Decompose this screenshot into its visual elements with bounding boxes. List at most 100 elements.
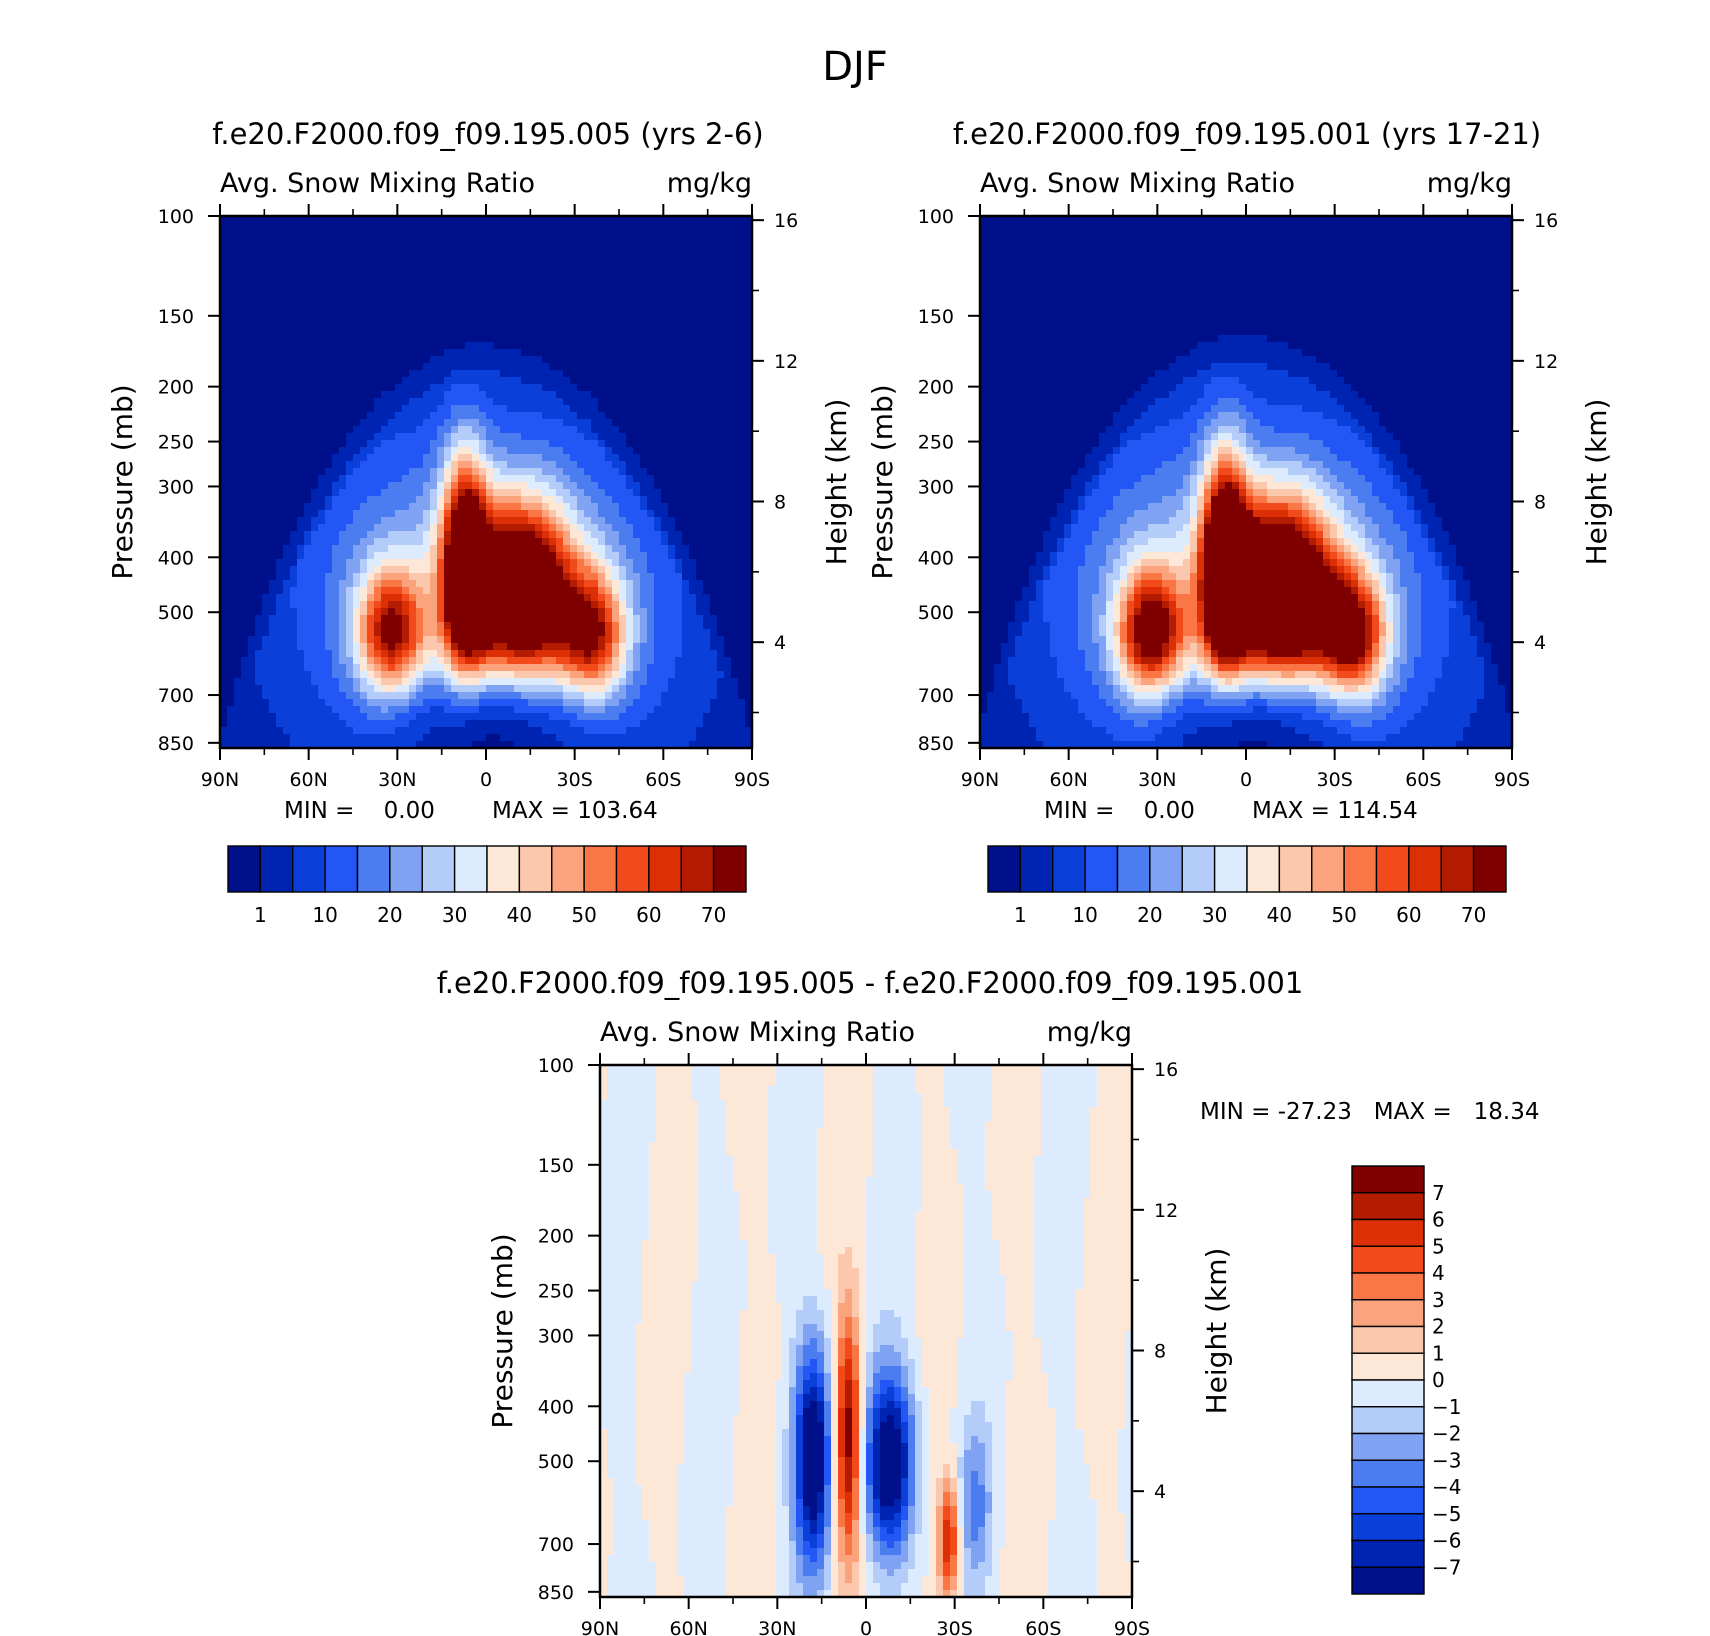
field-cell	[717, 650, 725, 658]
field-cell	[584, 433, 592, 441]
field-cell	[255, 636, 263, 644]
field-cell	[360, 517, 368, 525]
field-cell	[647, 321, 655, 329]
field-cell	[563, 377, 571, 385]
field-cell	[416, 636, 424, 644]
field-cell	[563, 300, 571, 308]
field-cell	[346, 587, 354, 595]
field-cell	[297, 461, 305, 469]
field-cell	[640, 657, 648, 665]
field-cell	[619, 398, 627, 406]
field-cell	[269, 671, 277, 679]
field-cell	[381, 223, 389, 231]
field-cell	[402, 538, 410, 546]
field-cell	[437, 594, 445, 602]
field-cell	[535, 377, 543, 385]
field-cell	[325, 314, 333, 322]
field-cell	[444, 601, 452, 609]
field-cell	[262, 251, 270, 259]
field-cell	[227, 587, 235, 595]
field-cell	[360, 531, 368, 539]
field-cell	[696, 356, 704, 364]
field-cell	[325, 489, 333, 497]
field-cell	[661, 237, 669, 245]
field-cell	[612, 664, 620, 672]
field-cell	[451, 657, 459, 665]
field-cell	[514, 412, 522, 420]
field-cell	[717, 559, 725, 567]
field-cell	[402, 573, 410, 581]
field-cell	[416, 517, 424, 525]
field-cell	[598, 335, 606, 343]
field-cell	[584, 566, 592, 574]
field-cell	[563, 636, 571, 644]
field-cell	[493, 265, 501, 273]
field-cell	[262, 545, 270, 553]
field-cell	[255, 300, 263, 308]
field-cell	[374, 251, 382, 259]
field-cell	[458, 664, 466, 672]
field-cell	[325, 286, 333, 294]
field-cell	[626, 419, 634, 427]
field-cell	[444, 566, 452, 574]
field-cell	[423, 349, 431, 357]
field-cell	[528, 335, 536, 343]
field-cell	[521, 468, 529, 476]
field-cell	[444, 643, 452, 651]
field-cell	[738, 335, 746, 343]
field-cell	[465, 419, 473, 427]
field-cell	[514, 258, 522, 266]
field-cell	[290, 615, 298, 623]
field-cell	[311, 293, 319, 301]
field-cell	[332, 580, 340, 588]
field-cell	[381, 650, 389, 658]
field-cell	[640, 552, 648, 560]
field-cell	[360, 349, 368, 357]
field-cell	[360, 419, 368, 427]
field-cell	[598, 545, 606, 553]
field-cell	[689, 321, 697, 329]
field-cell	[570, 475, 578, 483]
field-cell	[332, 356, 340, 364]
field-cell	[619, 608, 627, 616]
field-cell	[703, 307, 711, 315]
field-cell	[227, 370, 235, 378]
field-cell	[472, 363, 480, 371]
field-cell	[514, 328, 522, 336]
field-cell	[605, 587, 613, 595]
field-cell	[283, 573, 291, 581]
field-cell	[465, 237, 473, 245]
field-cell	[451, 482, 459, 490]
field-cell	[318, 349, 326, 357]
field-cell	[304, 349, 312, 357]
field-cell	[276, 601, 284, 609]
field-cell	[269, 510, 277, 518]
field-cell	[528, 447, 536, 455]
field-cell	[395, 272, 403, 280]
field-cell	[570, 328, 578, 336]
field-cell	[556, 615, 564, 623]
field-cell	[395, 622, 403, 630]
field-cell	[745, 440, 753, 448]
field-cell	[605, 279, 613, 287]
field-cell	[388, 370, 396, 378]
field-cell	[710, 433, 718, 441]
field-cell	[318, 657, 326, 665]
field-cell	[318, 286, 326, 294]
field-cell	[556, 538, 564, 546]
field-cell	[283, 237, 291, 245]
field-cell	[528, 671, 536, 679]
field-cell	[388, 587, 396, 595]
field-cell	[661, 321, 669, 329]
field-cell	[717, 363, 725, 371]
field-cell	[276, 321, 284, 329]
field-cell	[395, 454, 403, 462]
field-cell	[633, 594, 641, 602]
field-cell	[724, 475, 732, 483]
field-cell	[339, 426, 347, 434]
field-cell	[724, 342, 732, 350]
field-cell	[696, 328, 704, 336]
field-cell	[745, 594, 753, 602]
field-cell	[374, 279, 382, 287]
field-cell	[353, 489, 361, 497]
